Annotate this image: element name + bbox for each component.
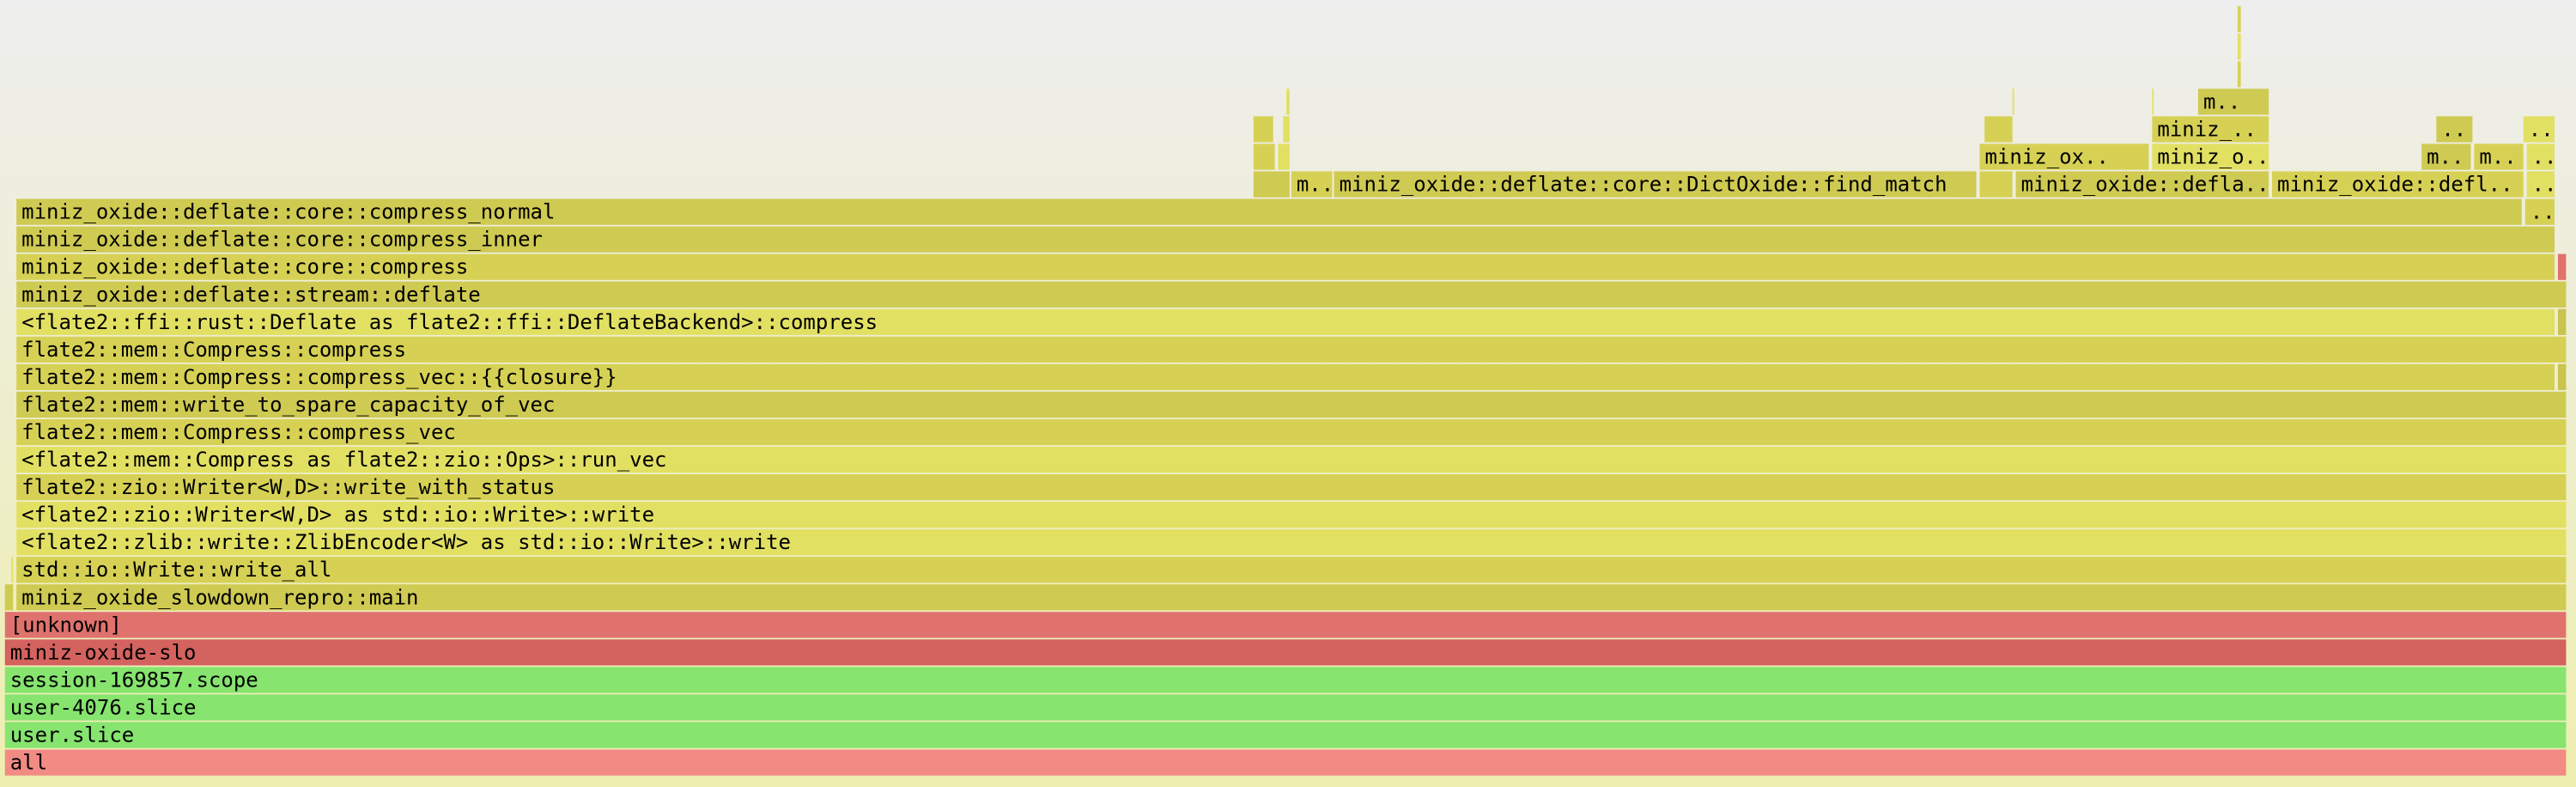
frame[interactable]	[1334, 171, 1977, 198]
frame-label: miniz_oxide::deflate::stream::deflate	[21, 283, 481, 307]
frame[interactable]	[16, 502, 2567, 528]
frame-label: ..	[2529, 117, 2554, 141]
frame[interactable]	[16, 391, 2567, 418]
frame-label: m..	[2203, 89, 2240, 113]
frame-label: user-4076.slice	[10, 695, 197, 719]
frame-label: <flate2::zlib::write::ZlibEncoder<W> as …	[21, 530, 791, 554]
frame-label: miniz_oxide::deflate::core::compress_nor…	[21, 200, 555, 224]
frame[interactable]	[2526, 143, 2555, 170]
frame[interactable]	[4, 667, 2567, 693]
frame[interactable]	[16, 529, 2567, 556]
frame-label: <flate2::zio::Writer<W,D> as std::io::Wr…	[21, 503, 654, 527]
frame-label: flate2::mem::Compress::compress_vec::{{c…	[21, 365, 617, 389]
frame-label: miniz-oxide-slo	[10, 640, 197, 664]
frame[interactable]	[11, 557, 14, 583]
frame[interactable]	[16, 584, 2567, 611]
frame[interactable]	[2436, 116, 2473, 143]
frame[interactable]	[2557, 363, 2567, 391]
frame-label: <flate2::ffi::rust::Deflate as flate2::f…	[21, 310, 878, 334]
frame[interactable]	[4, 749, 2567, 776]
frame[interactable]	[1984, 116, 2013, 143]
frame[interactable]	[4, 639, 2567, 666]
frame[interactable]	[4, 694, 2567, 721]
frame-label: miniz_oxide::defl..	[2277, 173, 2513, 197]
frame-label: [unknown]	[10, 613, 122, 637]
frame-label: ..	[2441, 117, 2466, 141]
frame[interactable]	[2152, 143, 2269, 170]
frame-label: miniz_ox..	[1984, 145, 2109, 169]
frame[interactable]	[1979, 143, 2149, 170]
frame[interactable]	[1291, 171, 1333, 198]
frame-label: all	[10, 751, 47, 775]
frame[interactable]	[2524, 198, 2555, 225]
frame[interactable]	[1253, 143, 1275, 170]
frame-label: <flate2::mem::Compress as flate2::zio::O…	[21, 448, 666, 472]
frame-label: miniz_oxide::defla..	[2021, 173, 2269, 197]
frame[interactable]	[2237, 61, 2241, 88]
frame-label: session-169857.scope	[10, 668, 258, 692]
frame[interactable]	[2012, 88, 2014, 115]
frame[interactable]	[2152, 116, 2269, 143]
frame[interactable]	[2557, 308, 2567, 335]
frame[interactable]	[2152, 88, 2154, 115]
frame-label: miniz_oxide::deflate::core::compress_inn…	[21, 228, 543, 252]
frame-label: miniz_oxide_slowdown_repro::main	[21, 585, 418, 609]
frame[interactable]	[16, 418, 2567, 446]
frame[interactable]	[4, 722, 2567, 748]
frame-label: flate2::mem::Compress::compress_vec	[21, 420, 456, 444]
frame[interactable]	[4, 612, 2567, 638]
frame[interactable]	[2237, 6, 2241, 33]
frame-label: user.slice	[10, 723, 135, 747]
frame-label: ..	[2532, 145, 2557, 169]
frame[interactable]	[16, 253, 2555, 280]
frame-label: miniz_oxide::deflate::core::DictOxide::f…	[1340, 173, 1947, 197]
frame-label: flate2::mem::write_to_spare_capacity_of_…	[21, 393, 555, 417]
frame[interactable]	[2474, 143, 2524, 170]
frame[interactable]	[16, 336, 2567, 363]
frame[interactable]	[1278, 143, 1290, 170]
frame[interactable]	[4, 584, 14, 611]
frame[interactable]	[1283, 116, 1290, 143]
frame-label: flate2::zio::Writer<W,D>::write_with_sta…	[21, 475, 555, 499]
frame[interactable]	[16, 363, 2555, 391]
frame[interactable]	[16, 446, 2567, 473]
frame[interactable]	[16, 557, 2567, 583]
frame[interactable]	[16, 308, 2555, 335]
frame[interactable]	[2421, 143, 2471, 170]
frame[interactable]	[2557, 253, 2567, 280]
frame[interactable]	[2237, 34, 2241, 60]
frame-label: miniz_oxide::deflate::core::compress	[21, 255, 468, 279]
frame[interactable]	[1253, 116, 1273, 143]
frame[interactable]	[16, 198, 2522, 225]
frame[interactable]	[16, 473, 2567, 501]
frame[interactable]	[2197, 88, 2269, 115]
frame-label: ..	[2530, 200, 2555, 224]
frame[interactable]	[2015, 171, 2269, 198]
frame-label: miniz_o..	[2157, 145, 2269, 169]
frame[interactable]	[16, 281, 2567, 308]
frame-label: ..	[2532, 173, 2557, 197]
frames: all user.slice user-4076.slice session-1698…	[4, 6, 2567, 776]
frame-label: m..	[2427, 145, 2464, 169]
frame-label: miniz_..	[2157, 117, 2257, 141]
frame-label: std::io::Write::write_all	[21, 558, 331, 582]
frame[interactable]	[2523, 116, 2555, 143]
frame[interactable]	[16, 226, 2555, 253]
frame[interactable]	[1979, 171, 2013, 198]
frame[interactable]	[1253, 171, 1290, 198]
frame-label: m..	[2479, 145, 2516, 169]
frame-label: m..	[1297, 173, 1334, 197]
frame[interactable]	[1286, 88, 1290, 115]
frame-label: flate2::mem::Compress::compress	[21, 338, 406, 362]
frame[interactable]	[2526, 171, 2555, 198]
frame[interactable]	[2272, 171, 2524, 198]
